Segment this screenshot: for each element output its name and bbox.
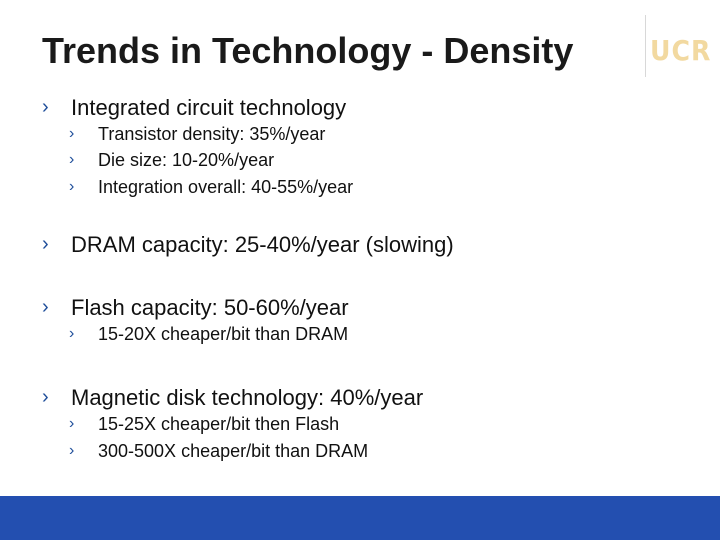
sub-bullet-text: 15-25X cheaper/bit then Flash [98, 414, 340, 434]
chevron-right-icon: › [69, 442, 75, 459]
sub-bullet-3-1: › 15-20X cheaper/bit than DRAM [69, 324, 349, 345]
chevron-right-icon: › [69, 178, 75, 195]
chevron-right-icon: › [42, 296, 49, 318]
bullet-4: › Magnetic disk technology: 40%/year [42, 385, 424, 411]
chevron-right-icon: › [69, 151, 75, 168]
sub-bullet-1-2: › Die size: 10-20%/year [69, 150, 275, 171]
chevron-right-icon: › [42, 233, 49, 255]
sub-bullet-text: Die size: 10-20%/year [98, 150, 275, 170]
chevron-right-icon: › [42, 386, 49, 408]
bullet-text: Flash capacity: 50-60%/year [71, 295, 349, 320]
logo-divider [645, 15, 646, 77]
sub-bullet-text: 300-500X cheaper/bit than DRAM [98, 441, 369, 461]
sub-bullet-text: Integration overall: 40-55%/year [98, 177, 354, 197]
chevron-right-icon: › [69, 125, 75, 142]
chevron-right-icon: › [42, 96, 49, 118]
sub-bullet-1-3: › Integration overall: 40-55%/year [69, 177, 354, 198]
footer-bar [0, 496, 720, 540]
bullet-text: DRAM capacity: 25-40%/year (slowing) [71, 232, 454, 257]
bullet-3: › Flash capacity: 50-60%/year [42, 295, 349, 321]
chevron-right-icon: › [69, 325, 75, 342]
chevron-right-icon: › [69, 415, 75, 432]
sub-bullet-1-1: › Transistor density: 35%/year [69, 124, 326, 145]
page-number: 2 [670, 479, 677, 491]
sub-bullet-4-2: › 300-500X cheaper/bit than DRAM [69, 441, 369, 462]
sub-bullet-text: Transistor density: 35%/year [98, 124, 326, 144]
bullet-2: › DRAM capacity: 25-40%/year (slowing) [42, 232, 454, 258]
bullet-1: › Integrated circuit technology [42, 95, 347, 121]
bullet-text: Integrated circuit technology [71, 95, 347, 120]
slide-title: Trends in Technology - Density [42, 30, 574, 71]
sub-bullet-4-1: › 15-25X cheaper/bit then Flash [69, 414, 340, 435]
ucr-logo: UCR [650, 34, 712, 67]
sub-bullet-text: 15-20X cheaper/bit than DRAM [98, 324, 349, 344]
bullet-text: Magnetic disk technology: 40%/year [71, 385, 424, 410]
